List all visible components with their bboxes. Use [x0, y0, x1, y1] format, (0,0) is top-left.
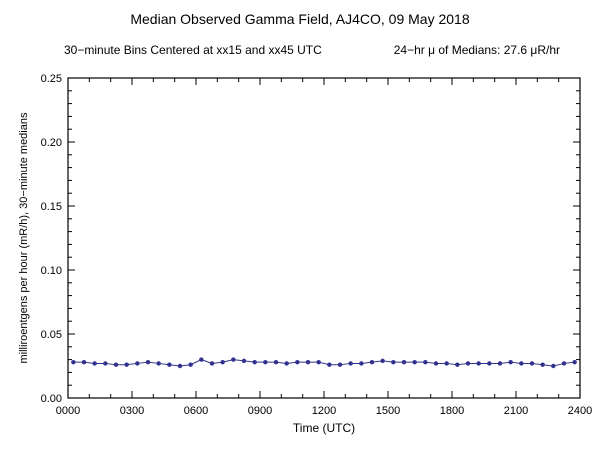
svg-text:0.10: 0.10 — [41, 265, 62, 277]
x-axis-label: Time (UTC) — [292, 421, 356, 435]
chart-subtitle-bins: 30−minute Bins Centered at xx15 and xx45… — [64, 43, 322, 57]
svg-text:2400: 2400 — [568, 405, 592, 417]
svg-text:0300: 0300 — [120, 405, 144, 417]
svg-text:0.25: 0.25 — [41, 73, 62, 85]
svg-text:0.05: 0.05 — [41, 329, 62, 341]
svg-text:1200: 1200 — [312, 405, 336, 417]
svg-text:1500: 1500 — [376, 405, 400, 417]
svg-text:1800: 1800 — [440, 405, 464, 417]
svg-text:0600: 0600 — [184, 405, 208, 417]
y-axis-label: milliroentgens per hour (mR/h), 30−minut… — [18, 112, 30, 364]
svg-text:0.15: 0.15 — [41, 201, 62, 213]
chart-subtitle-mean: 24−hr μ of Medians: 27.6 μR/hr — [393, 43, 560, 57]
svg-text:0900: 0900 — [248, 405, 272, 417]
chart-title: Median Observed Gamma Field, AJ4CO, 09 M… — [130, 11, 470, 27]
svg-text:0.00: 0.00 — [41, 393, 62, 405]
svg-text:0.20: 0.20 — [41, 137, 62, 149]
svg-text:2100: 2100 — [504, 405, 528, 417]
svg-text:0000: 0000 — [56, 405, 80, 417]
